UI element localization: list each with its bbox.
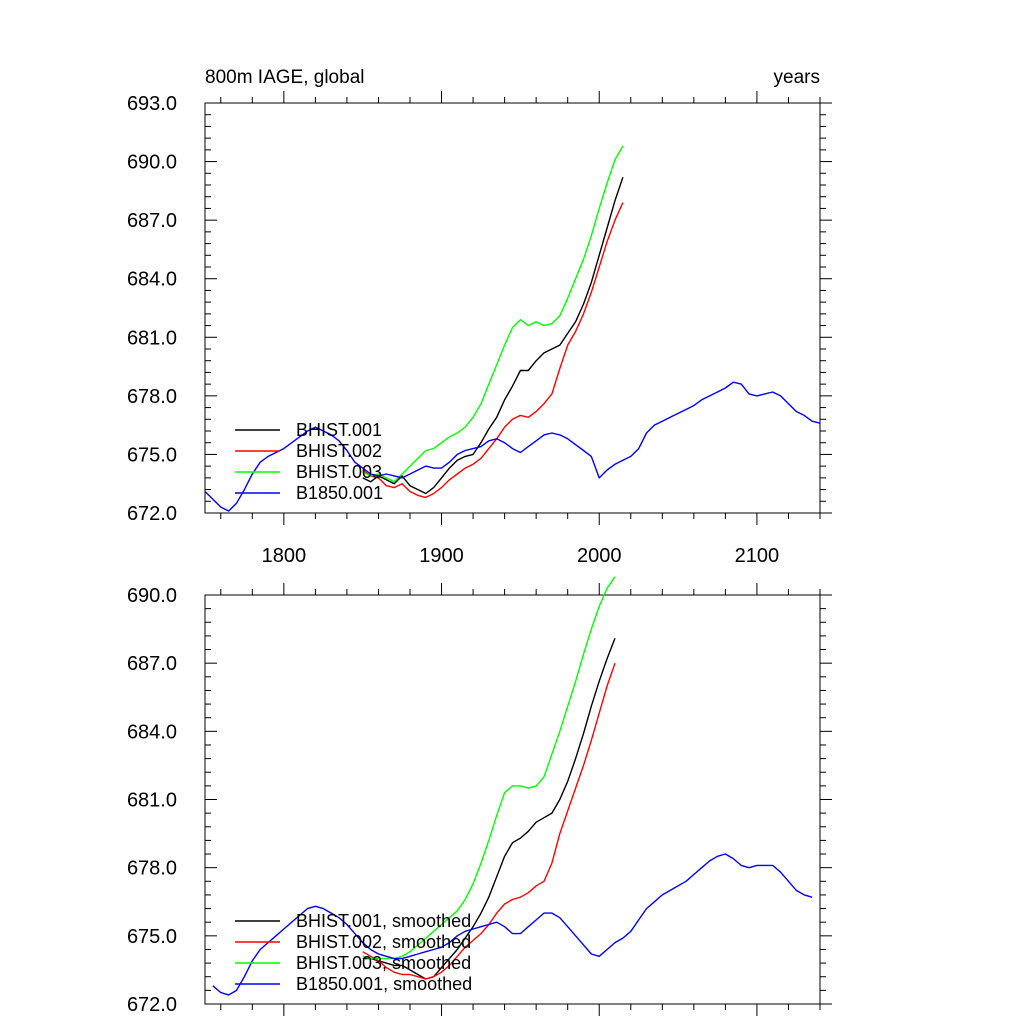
y-tick-label: 687.0 [127, 210, 177, 232]
series-line-b1850-001 [204, 381, 821, 512]
units-label: years [774, 67, 820, 88]
y-tick-label: 684.0 [127, 269, 177, 291]
x-tick-label: 2100 [735, 545, 780, 567]
y-tick-label: 681.0 [127, 327, 177, 349]
y-tick-label: 690.0 [127, 585, 177, 607]
y-tick-label: 684.0 [127, 721, 177, 743]
series-line-bhist-003 [362, 145, 624, 483]
legend-label: BHIST.002 [296, 441, 382, 461]
legend-label: BHIST.001 [296, 420, 382, 440]
legend-label: B1850.001, smoothed [296, 974, 472, 994]
y-tick-label: 687.0 [127, 653, 177, 675]
chart-title: 800m IAGE, global [205, 67, 364, 88]
series-line-bhist-002 [362, 202, 624, 499]
legend-label: BHIST.002, smoothed [296, 932, 471, 952]
y-tick-label: 675.0 [127, 444, 177, 466]
series-line-bhist-001-smoothed [362, 637, 616, 980]
y-tick-label: 678.0 [127, 858, 177, 880]
y-tick-label: 690.0 [127, 152, 177, 174]
x-tick-label: 2000 [577, 545, 622, 567]
x-tick-label: 1900 [419, 545, 464, 567]
y-tick-label: 678.0 [127, 386, 177, 408]
y-tick-label: 675.0 [127, 926, 177, 948]
legend-label: B1850.001 [296, 483, 383, 503]
x-tick-label: 1800 [262, 545, 307, 567]
legend-label: BHIST.003, smoothed [296, 953, 471, 973]
top-panel: 672.0 675.0 678.0 681.0 684.0 687.0 690.0 693.0… [127, 67, 832, 567]
legend-label: BHIST.003 [296, 462, 382, 482]
bottom-panel: 672.0 675.0 678.0 681.0 684.0 687.0 690.0 BHIST… [127, 576, 832, 1016]
top-plot-frame [204, 102, 821, 514]
legend-label: BHIST.001, smoothed [296, 911, 471, 931]
series-line-bhist-001 [362, 176, 624, 495]
series-line-b1850-001-smoothed [212, 853, 813, 996]
y-tick-label: 672.0 [127, 994, 177, 1016]
y-tick-label: 672.0 [127, 503, 177, 525]
y-tick-label: 693.0 [127, 93, 177, 115]
y-tick-label: 681.0 [127, 790, 177, 812]
series-line-bhist-003-smoothed [362, 576, 616, 960]
